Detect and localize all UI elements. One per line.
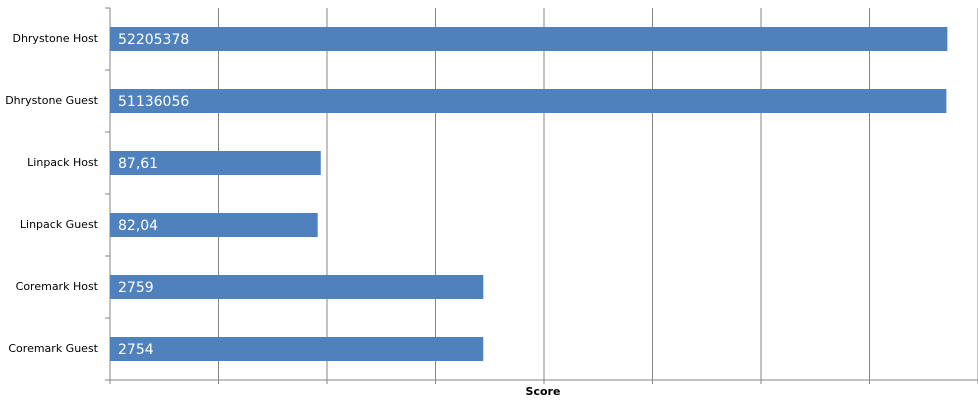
value-label: 2754	[118, 342, 154, 358]
value-label: 51136056	[118, 94, 189, 110]
y-tick-label: Linpack Guest	[20, 218, 99, 231]
x-axis-label: Score	[526, 385, 561, 398]
bar	[110, 275, 484, 299]
value-label: 2759	[118, 280, 154, 296]
y-tick-label: Coremark Guest	[8, 342, 98, 355]
bar	[110, 27, 948, 51]
value-label: 87,61	[118, 156, 158, 172]
y-tick-label: Dhrystone Host	[12, 32, 98, 45]
y-tick-label: Coremark Host	[16, 280, 99, 293]
bar	[110, 89, 947, 113]
bar	[110, 151, 321, 175]
y-tick-label: Dhrystone Guest	[5, 94, 98, 107]
bar	[110, 213, 318, 237]
bar	[110, 337, 484, 361]
value-label: 82,04	[118, 218, 158, 234]
y-tick-label: Linpack Host	[27, 156, 99, 169]
value-label: 52205378	[118, 32, 189, 48]
